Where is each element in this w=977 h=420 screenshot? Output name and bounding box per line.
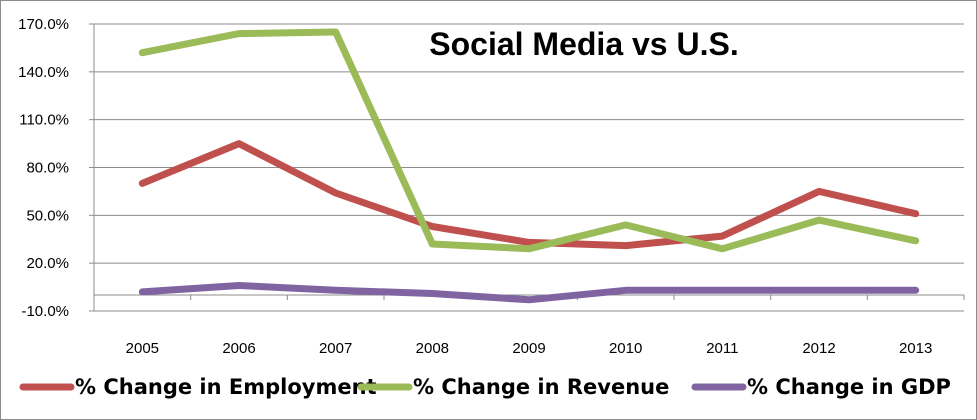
x-tick-label: 2011 (706, 340, 738, 357)
gridlines (94, 23, 964, 312)
legend: % Change in Employment % Change in Revenu… (19, 375, 951, 399)
series-lines (138, 28, 920, 304)
y-tick-label: -10.0% (21, 303, 69, 320)
x-tick-label: 2010 (609, 340, 642, 357)
chart-title: Social Media vs U.S. (429, 26, 738, 62)
series-line (138, 28, 920, 253)
x-tick-label: 2008 (416, 340, 449, 357)
y-tick-label: 50.0% (26, 207, 69, 224)
series-line (138, 282, 920, 304)
x-tick-label: 2005 (126, 340, 159, 357)
y-tick-label: 140.0% (18, 64, 69, 81)
x-tick-label: 2006 (222, 340, 255, 357)
y-tick-label: 170.0% (18, 16, 69, 33)
y-tick-label: 80.0% (26, 160, 69, 177)
y-tick-label: 20.0% (26, 255, 69, 272)
series-line (138, 140, 920, 250)
y-tick-label: 110.0% (19, 112, 69, 129)
x-tick-label: 2009 (512, 340, 545, 357)
legend-label: % Change in Revenue (413, 375, 669, 399)
x-tick-label: 2012 (802, 340, 835, 357)
x-tick-label: 2013 (899, 340, 932, 357)
legend-label: % Change in GDP (747, 375, 951, 399)
y-tick-labels: -10.0% 20.0% 50.0% 80.0% 110.0% 140.0% 170.0% (18, 16, 69, 320)
x-tick-label: 2007 (319, 340, 352, 357)
x-tick-labels: 2005 2006 2007 2008 2009 2010 2011 2012 2013 (126, 340, 933, 357)
legend-label: % Change in Employment (75, 375, 377, 399)
